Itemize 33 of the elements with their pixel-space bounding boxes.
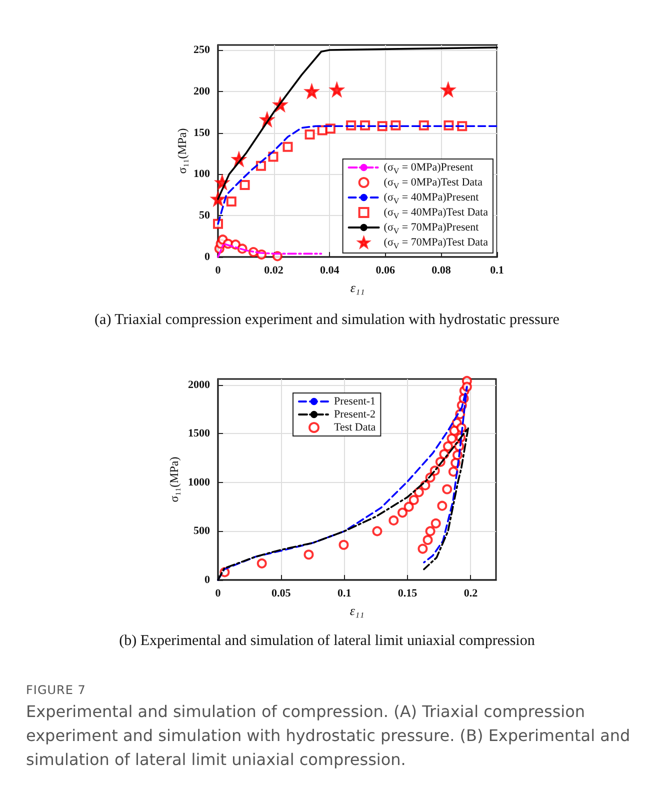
x-tick-label: 0.02: [264, 264, 284, 276]
y-tick-label: 150: [194, 126, 210, 139]
y-tick-label: 1500: [188, 428, 210, 440]
x-tick-label: 0.1: [337, 588, 352, 600]
y-tick-label: 250: [194, 44, 210, 56]
text: (a) Triaxial compression experiment and simulation with hydrostatic pressure: [94, 312, 560, 329]
x-tick-label: 0: [215, 264, 222, 276]
x-tick-label: 0: [215, 588, 222, 600]
x-tick-label: 0.06: [376, 264, 396, 276]
x-tick-label: 0.08: [432, 264, 452, 276]
y-tick-label: 0: [204, 574, 210, 586]
y-tick-label: 0: [204, 251, 210, 263]
x-tick-label: 0.04: [320, 264, 340, 276]
text: Experimental and simulation of compression. (A) Triaxial compression experiment and simulation with hydrostatic pressure. (B) Experimental and simulation of lateral limit uniaxial compression.: [26, 701, 632, 771]
y-tick-label: 200: [194, 85, 210, 98]
y-axis-title: σ₁₁(MPa): [167, 456, 181, 502]
y-tick-label: 1000: [188, 476, 210, 488]
x-axis-title: ε₁₁: [350, 280, 365, 295]
legend-label: Present-2: [334, 408, 376, 420]
caption: FIGURE 7: [26, 683, 87, 697]
x-tick-label: 0.1: [490, 264, 504, 276]
y-axis-title: σ₁₁(MPa): [175, 128, 189, 174]
legend-label: Present-1: [334, 396, 376, 408]
x-tick-label: 0.15: [398, 588, 418, 600]
y-tick-label: 100: [194, 168, 210, 180]
text: (b) Experimental and simulation of lateral limit uniaxial compression: [118, 633, 536, 650]
x-axis-title: ε₁₁: [350, 603, 364, 618]
legend-label: Test Data: [334, 422, 376, 434]
y-tick-label: 500: [194, 525, 210, 538]
x-tick-label: 0.05: [272, 588, 292, 600]
x-tick-label: 0.2: [464, 588, 478, 600]
y-tick-label: 50: [199, 210, 210, 222]
y-tick-label: 2000: [188, 378, 210, 391]
